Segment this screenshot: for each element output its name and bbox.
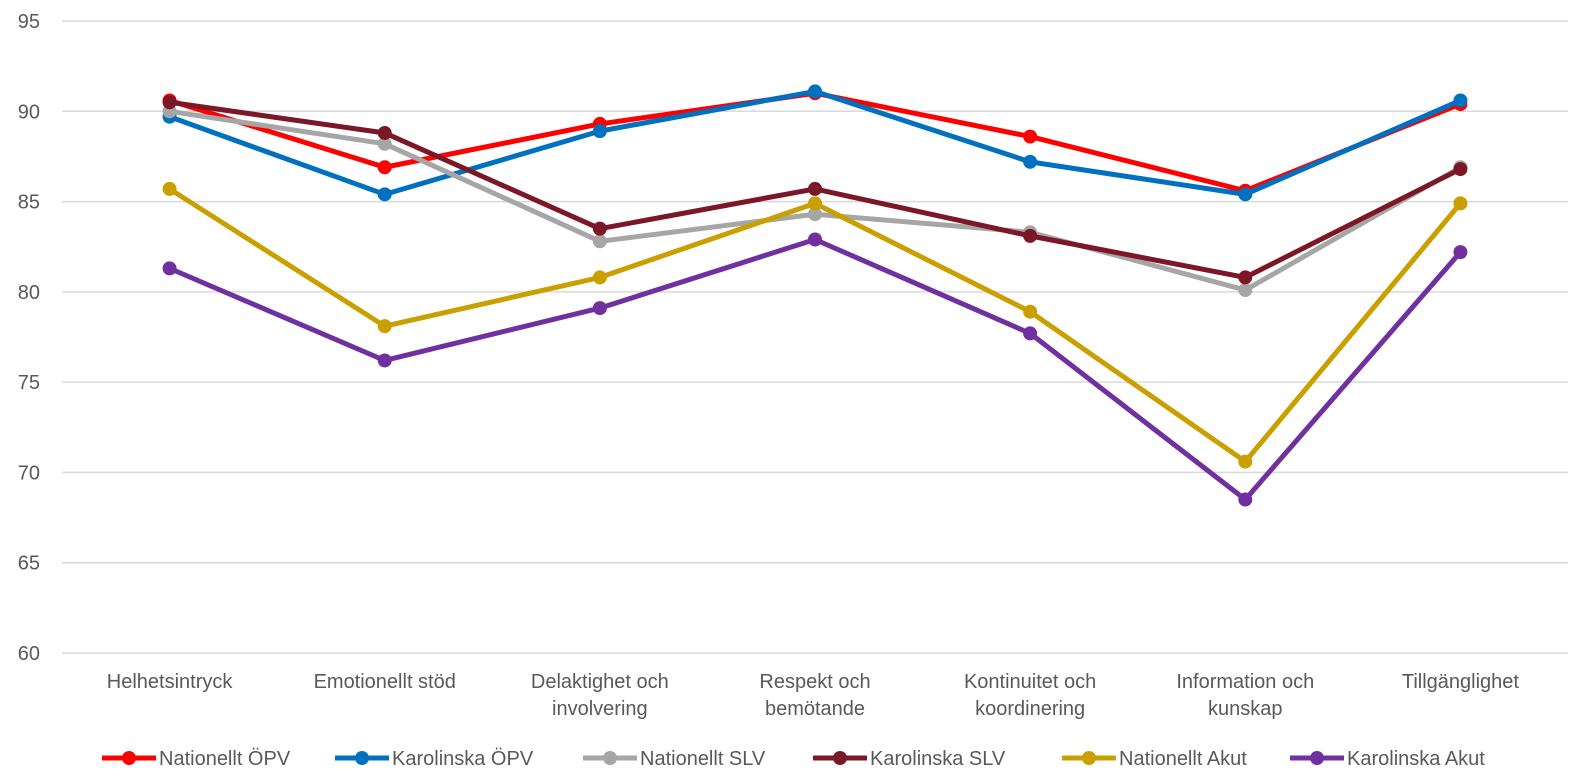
data-point — [1238, 454, 1253, 469]
legend-swatch-marker — [1082, 751, 1096, 765]
data-point — [162, 181, 177, 196]
data-point — [1023, 228, 1038, 243]
legend-label: Nationellt SLV — [640, 748, 766, 770]
y-tick-label: 65 — [18, 553, 40, 575]
data-point — [1453, 196, 1468, 211]
data-point — [592, 124, 607, 139]
legend-swatch-marker — [833, 751, 847, 765]
data-point — [1238, 492, 1253, 507]
y-axis-ticks: 60 65 70 75 80 85 90 95 — [18, 11, 40, 665]
y-tick-label: 95 — [18, 11, 40, 33]
legend-item: Karolinska SLV — [813, 748, 1006, 770]
x-tick-label: Helhetsintryck — [107, 671, 234, 693]
data-point — [592, 221, 607, 236]
data-point — [1238, 270, 1253, 285]
y-tick-label: 80 — [18, 282, 40, 304]
legend-label: Nationellt Akut — [1119, 748, 1247, 770]
data-point — [1453, 162, 1468, 177]
data-point — [162, 261, 177, 276]
data-point — [808, 84, 822, 99]
legend-swatch-marker — [1310, 751, 1324, 765]
series — [162, 232, 1468, 507]
data-point — [1453, 93, 1468, 108]
data-point — [1238, 187, 1253, 202]
x-axis-ticks: Helhetsintryck Emotionellt stöd Delaktighe… — [107, 671, 1520, 720]
x-tick-label: Kontinuitet och koordinering — [964, 671, 1096, 720]
x-tick-label: Delaktighet och involvering — [531, 671, 669, 720]
series — [162, 181, 1468, 469]
data-point — [592, 270, 607, 285]
x-tick-label: Respekt och bemötande — [759, 671, 870, 720]
data-point — [1023, 326, 1038, 341]
y-tick-label: 75 — [18, 372, 40, 394]
x-tick-label: Emotionellt stöd — [314, 671, 456, 693]
data-point — [377, 160, 392, 175]
data-point — [808, 232, 822, 247]
series — [162, 95, 1468, 285]
data-point — [808, 181, 822, 196]
legend-swatch-marker — [355, 751, 369, 765]
legend-label: Karolinska ÖPV — [392, 748, 534, 770]
x-tick-label: Information och kunskap — [1176, 671, 1314, 720]
series-lines — [162, 84, 1468, 507]
legend-item: Nationellt SLV — [583, 748, 766, 770]
data-point — [592, 301, 607, 316]
y-tick-label: 90 — [18, 101, 40, 123]
legend-item: Nationellt ÖPV — [102, 748, 291, 770]
legend-item: Nationellt Akut — [1062, 748, 1247, 770]
data-point — [377, 319, 392, 334]
legend: Nationellt ÖPV Karolinska ÖPV Nationellt S… — [102, 748, 1485, 770]
y-tick-label: 70 — [18, 462, 40, 484]
data-point — [1238, 283, 1253, 298]
data-point — [377, 187, 392, 202]
series-line — [167, 186, 1463, 465]
data-point — [377, 136, 392, 151]
legend-label: Karolinska SLV — [870, 748, 1006, 770]
legend-item: Karolinska ÖPV — [335, 748, 534, 770]
legend-swatch-marker — [603, 751, 617, 765]
data-point — [1023, 304, 1038, 319]
y-tick-label: 60 — [18, 643, 40, 665]
data-point — [1453, 245, 1468, 260]
gridlines — [62, 20, 1568, 654]
data-point — [1023, 154, 1038, 169]
data-point — [1023, 129, 1038, 144]
legend-label: Nationellt ÖPV — [159, 748, 291, 770]
y-tick-label: 85 — [18, 192, 40, 214]
data-point — [377, 125, 392, 140]
legend-swatch-marker — [122, 751, 136, 765]
data-point — [162, 95, 177, 110]
data-point — [377, 353, 392, 368]
legend-label: Karolinska Akut — [1347, 748, 1485, 770]
legend-item: Karolinska Akut — [1290, 748, 1485, 770]
data-point — [808, 196, 822, 211]
x-tick-label: Tillgänglighet — [1402, 671, 1520, 693]
data-point — [592, 234, 607, 249]
data-point — [808, 207, 822, 222]
